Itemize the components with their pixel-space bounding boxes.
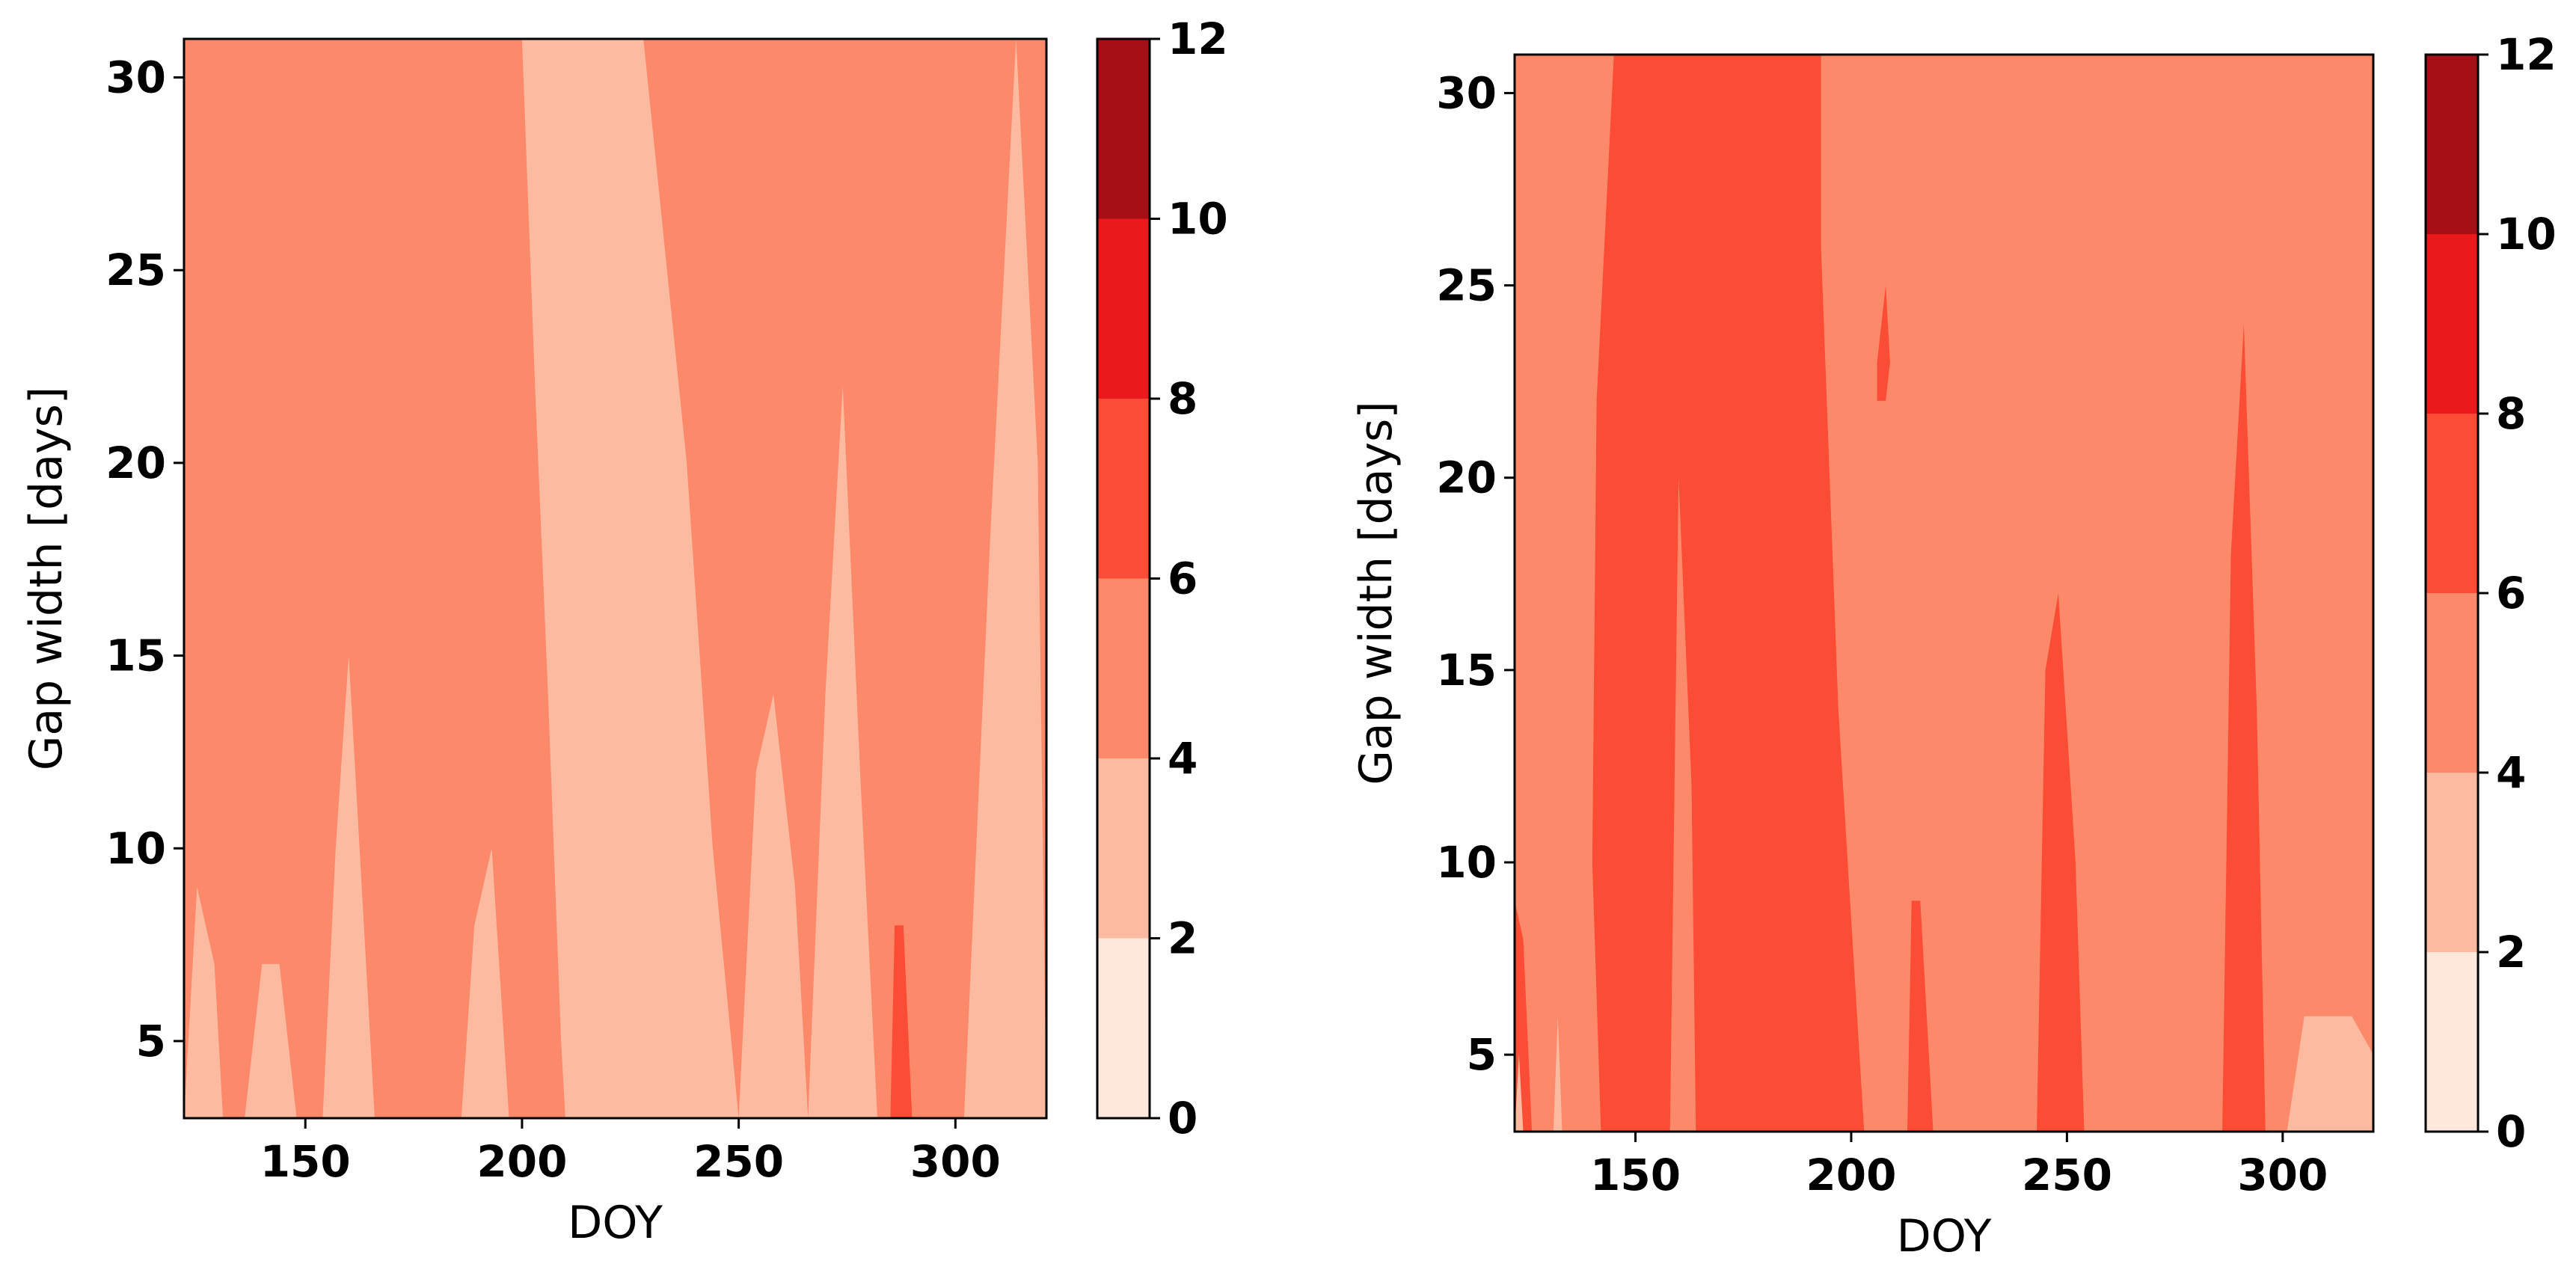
colorbar-tick-label: 2: [1168, 913, 1197, 964]
colorbar-band-1: [2426, 773, 2478, 952]
colorbar-tick-label: 10: [1168, 194, 1228, 245]
y-tick-label: 10: [1436, 837, 1497, 888]
plot-frame: [1513, 53, 2375, 1133]
contour-region-3: [2222, 324, 2266, 1132]
y-tick-label: 20: [105, 438, 166, 488]
x-tick-label: 250: [2022, 1150, 2112, 1200]
contour-region-1: [322, 655, 375, 1118]
contour-region-5: [963, 39, 1046, 1118]
colorbar-band-5: [2426, 55, 2478, 234]
contour-region-5: [1877, 285, 1890, 401]
contour-region-8: [890, 925, 913, 1118]
y-axis-label: Gap width [days]: [1350, 401, 1402, 785]
colorbar-tick-label: 0: [1168, 1093, 1197, 1144]
colorbar-band-3: [2426, 414, 2478, 593]
colorbar-band-1: [1097, 758, 1150, 939]
plot-frame: [183, 37, 1048, 1120]
contour-region-9: [2287, 1016, 2373, 1132]
y-tick-label: 30: [1436, 67, 1497, 118]
colorbar-band-0: [1097, 938, 1150, 1118]
contour-region-6: [461, 848, 509, 1118]
x-tick-label: 150: [260, 1136, 351, 1187]
colorbar-tick-label: 4: [2496, 747, 2526, 798]
y-tick-label: 5: [1467, 1029, 1497, 1080]
contour-region-8: [1553, 1016, 1563, 1132]
y-tick-label: 25: [105, 245, 166, 295]
colorbar-band-3: [1097, 399, 1150, 579]
y-tick-label: 30: [105, 52, 166, 103]
contour-region-0: [1592, 55, 1865, 1132]
colorbar-tick-label: 0: [2496, 1106, 2526, 1157]
y-tick-label: 20: [1436, 452, 1497, 503]
colorbar-band-4: [1097, 218, 1150, 399]
contour-region-0: [521, 39, 739, 1118]
contour-region-2: [184, 886, 224, 1118]
contour-region-2: [2037, 593, 2085, 1132]
contour-region-4: [808, 385, 877, 1118]
colorbar-band-2: [1097, 578, 1150, 758]
x-tick-label: 300: [910, 1136, 1001, 1187]
colorbar-band-0: [2426, 952, 2478, 1132]
contour-region-6: [1669, 477, 1696, 1132]
colorbar: 0 2 4 6 8 10 12: [1096, 13, 1228, 1144]
y-tick-label: 10: [105, 823, 166, 874]
y-tick-label: 15: [1436, 645, 1497, 696]
contour-region-3: [738, 694, 809, 1118]
colorbar: 0 2 4 6 8 10 12: [2424, 29, 2557, 1157]
colorbar-tick-label: 10: [2496, 209, 2557, 260]
x-tick-label: 150: [1590, 1150, 1681, 1200]
y-tick-label: 25: [1436, 260, 1497, 311]
colorbar-tick-label: 2: [2496, 927, 2526, 978]
y-tick-label: 5: [136, 1016, 166, 1067]
x-axis-label: DOY: [1897, 1210, 1992, 1263]
colorbar-band-5: [1097, 39, 1150, 219]
colorbar-tick-label: 12: [2496, 29, 2557, 80]
colorbar-tick-label: 12: [1168, 13, 1228, 64]
contour-field: [184, 39, 1046, 1118]
x-tick-label: 300: [2237, 1150, 2328, 1200]
x-axis-label: DOY: [568, 1197, 663, 1249]
y-tick-label: 15: [105, 631, 166, 681]
contour-region-7: [1515, 1055, 1524, 1132]
x-tick-label: 200: [1806, 1150, 1896, 1200]
colorbar-band-2: [2426, 593, 2478, 773]
x-tick-label: 250: [693, 1136, 784, 1187]
colorbar-tick-label: 6: [1168, 553, 1197, 604]
y-axis-label: Gap width [days]: [20, 387, 73, 770]
contour-field: [1515, 55, 2373, 1132]
contour-region-4: [1907, 901, 1933, 1132]
contour-region-7: [245, 963, 297, 1118]
colorbar-tick-label: 8: [2496, 388, 2526, 439]
x-tick-label: 200: [476, 1136, 567, 1187]
colorbar-band-4: [2426, 234, 2478, 414]
colorbar-tick-label: 8: [1168, 373, 1197, 424]
colorbar-tick-label: 4: [1168, 733, 1197, 784]
colorbar-tick-label: 6: [2496, 568, 2526, 619]
